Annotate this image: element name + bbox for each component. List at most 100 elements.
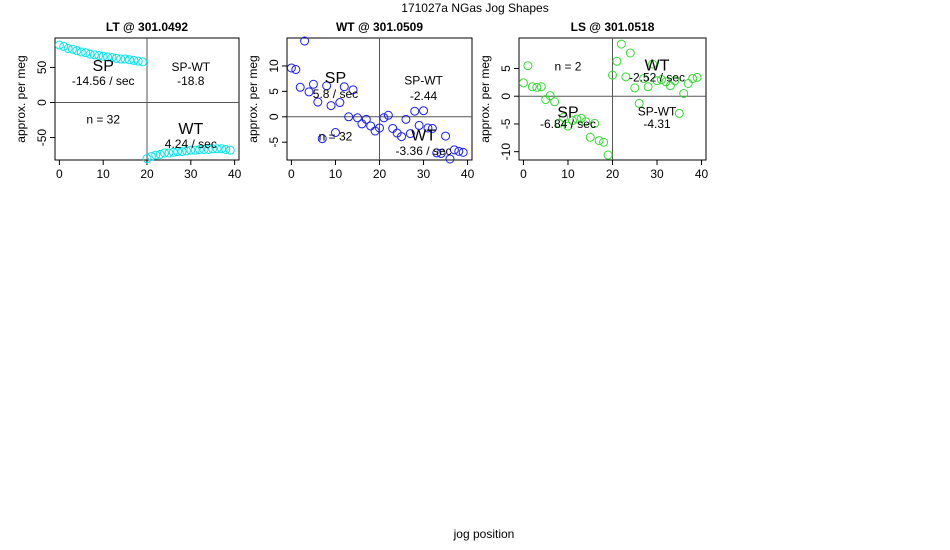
sp-rate: -14.56 / sec: [72, 74, 135, 88]
panel-1: LT @ 301.0492 0 10 20 30 40 -50 0 50 approx. per …: [14, 20, 242, 181]
data-point: [208, 144, 218, 154]
data-point: [330, 128, 340, 138]
data-point: [567, 116, 577, 126]
spwt-label: SP-WT: [638, 105, 677, 119]
data-point: [688, 73, 698, 83]
x-tick-label: 40: [228, 167, 242, 181]
figure-title: 171027a NGas Jog Shapes: [401, 1, 548, 15]
data-point: [348, 85, 358, 95]
data-point: [590, 118, 600, 128]
x-tick-label: 30: [184, 167, 198, 181]
data-point: [313, 97, 323, 107]
data-point: [692, 72, 702, 82]
y-axis-label: approx. per meg: [14, 55, 28, 142]
data-point: [89, 50, 99, 60]
y-tick-label: 0: [499, 93, 513, 100]
data-point: [317, 134, 327, 144]
y-tick-label: 5: [499, 65, 513, 72]
data-point: [554, 118, 564, 128]
data-point: [581, 117, 591, 127]
data-point: [103, 52, 113, 62]
y-tick-label: -5: [499, 118, 513, 129]
data-point: [527, 82, 537, 92]
n-label: n = 32: [319, 130, 353, 144]
data-point: [335, 98, 345, 108]
data-point: [72, 46, 82, 56]
data-point: [665, 81, 675, 91]
data-point: [405, 129, 415, 139]
y-axis-label: approx. per meg: [478, 55, 492, 142]
data-point: [221, 144, 231, 154]
spwt-value: -2.44: [410, 89, 438, 103]
panel-2: WT @ 301.0509 0 10 20 30 40 -5 0 5 10 approx. per …: [246, 20, 475, 181]
sp-label: SP: [93, 58, 114, 75]
panel-title: WT @ 301.0509: [336, 20, 423, 34]
data-point: [634, 98, 644, 108]
data-point: [326, 101, 336, 111]
data-point: [361, 114, 371, 124]
data-point: [225, 145, 235, 155]
data-point: [322, 81, 332, 91]
data-point: [576, 113, 586, 123]
data-point: [375, 123, 384, 133]
data-point: [414, 120, 424, 130]
sp-label: SP: [557, 104, 578, 121]
data-point: [216, 144, 226, 154]
data-point: [190, 145, 200, 155]
x-tick-label: 0: [520, 167, 527, 181]
wt-label: WT: [645, 58, 670, 75]
data-point: [151, 150, 161, 160]
data-point: [339, 82, 349, 92]
data-point: [129, 55, 139, 65]
y-tick-label: -10: [499, 143, 513, 161]
n-label: n = 2: [554, 60, 581, 74]
y-tick-label: 0: [35, 99, 49, 106]
data-point: [679, 88, 689, 98]
data-point: [177, 147, 187, 157]
data-point: [608, 70, 617, 80]
x-tick-label: 10: [329, 167, 343, 181]
wt-rate: -3.36 / sec: [396, 144, 452, 158]
y-tick-label: 50: [35, 60, 49, 74]
data-point: [308, 79, 318, 89]
x-tick-label: 20: [140, 167, 154, 181]
data-point: [186, 145, 196, 155]
y-tick-label: 0: [267, 113, 281, 120]
data-point: [146, 151, 156, 161]
data-point: [432, 148, 442, 158]
data-point: [76, 47, 86, 57]
data-point: [423, 123, 433, 133]
wt-label: WT: [178, 121, 203, 138]
x-tick-label: 10: [97, 167, 111, 181]
data-point: [603, 150, 613, 160]
data-point: [173, 147, 183, 157]
wt-label: WT: [411, 128, 436, 145]
data-point: [124, 55, 134, 65]
panel-3: LS @ 301.0518 0 10 20 30 40 -10 -5 0 5 approx. per…: [478, 20, 709, 181]
data-point: [518, 78, 528, 88]
data-point: [291, 65, 301, 75]
x-tick-label: 30: [417, 167, 431, 181]
x-tick-label: 40: [461, 167, 475, 181]
data-point: [559, 112, 569, 122]
data-point: [643, 82, 653, 92]
data-point: [630, 83, 640, 93]
data-point: [300, 36, 310, 46]
data-point: [212, 144, 222, 154]
data-point: [441, 131, 451, 141]
data-point: [155, 149, 165, 159]
data-point: [563, 121, 573, 131]
data-point: [397, 132, 407, 142]
data-point: [379, 113, 389, 123]
data-point: [366, 121, 376, 131]
data-point: [419, 106, 429, 116]
y-tick-label: 5: [267, 88, 281, 95]
data-point: [111, 53, 121, 63]
data-point: [388, 123, 398, 133]
data-point: [107, 53, 117, 63]
data-point: [445, 154, 455, 164]
data-point: [85, 49, 95, 59]
sp-label: SP: [325, 70, 346, 87]
x-tick-label: 10: [561, 167, 575, 181]
panel-title: LS @ 301.0518: [571, 20, 655, 34]
